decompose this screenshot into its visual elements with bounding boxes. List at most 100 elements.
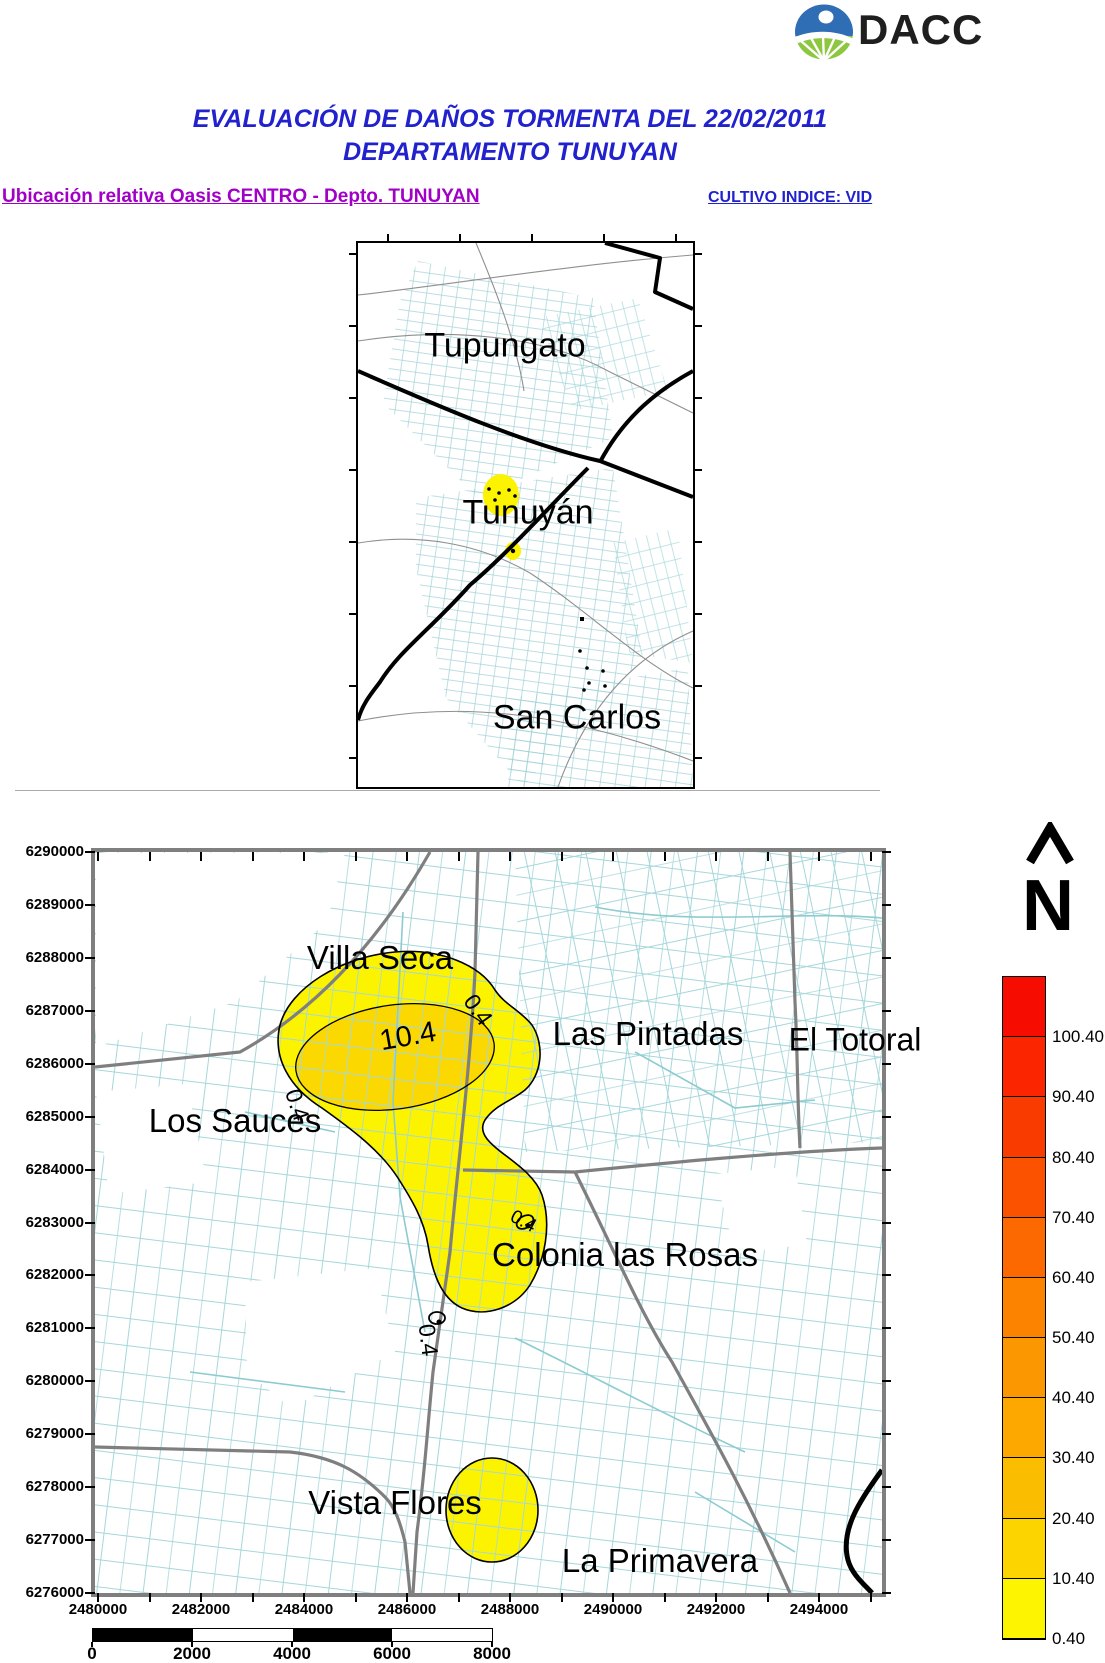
overview-map xyxy=(356,241,695,789)
legend-color-segment xyxy=(1003,1578,1045,1639)
x-axis-label: 2490000 xyxy=(583,1601,643,1618)
legend-color-segment xyxy=(1003,1277,1045,1339)
legend-value-label: 70.40 xyxy=(1052,1207,1095,1227)
map-right-tick xyxy=(882,1221,891,1224)
map-label-vista-flores: Vista Flores xyxy=(308,1484,482,1521)
scale-bar-segment xyxy=(93,1629,193,1641)
separator-line xyxy=(15,790,880,791)
overview-label-san-carlos: San Carlos xyxy=(492,698,662,737)
open-land-patches xyxy=(96,853,807,1408)
y-axis-tick xyxy=(85,1486,95,1489)
scale-bar-segment xyxy=(192,1629,293,1641)
y-axis-tick xyxy=(85,1062,95,1065)
overview-tick-left xyxy=(349,397,357,399)
map-right-tick xyxy=(882,1274,891,1277)
x-axis-tick-top xyxy=(97,852,99,861)
map-right-tick xyxy=(882,1115,891,1118)
legend-color-segment xyxy=(1003,1217,1045,1278)
scale-bar-segment xyxy=(392,1629,492,1641)
micro-contour-dots xyxy=(436,1223,531,1325)
overview-tick-top xyxy=(459,234,461,242)
map-right-tick xyxy=(882,1380,891,1383)
x-axis-tick-bottom xyxy=(715,1593,717,1602)
scale-bar-label: 4000 xyxy=(273,1644,311,1663)
x-axis-tick-bottom xyxy=(406,1593,408,1602)
x-axis-tick-bottom xyxy=(303,1593,305,1602)
scale-bar-tick xyxy=(91,1642,93,1647)
x-axis-label: 2482000 xyxy=(171,1601,231,1618)
x-axis-tick-top xyxy=(200,852,202,861)
x-axis-tick-top xyxy=(148,852,151,861)
y-axis-tick xyxy=(85,903,95,906)
overview-tick-left xyxy=(349,685,357,687)
map-right-tick xyxy=(882,1539,891,1542)
y-axis-tick xyxy=(85,1433,95,1436)
north-arrow-label: N xyxy=(1022,866,1074,946)
overview-tick-top xyxy=(675,234,677,242)
subtitle-crop-index: CULTIVO INDICE: VID xyxy=(708,189,873,206)
y-axis-label: 6284000 xyxy=(25,1160,84,1178)
map-right-tick xyxy=(882,851,891,853)
overview-boundaries xyxy=(356,241,694,721)
page-title-line1: EVALUACIÓN DE DAÑOS TORMENTA DEL 22/02/2… xyxy=(192,105,828,133)
overview-tick-right xyxy=(694,685,702,687)
y-axis-label: 6287000 xyxy=(25,1001,84,1019)
y-axis-label: 6290000 xyxy=(25,843,84,860)
overview-roads xyxy=(357,242,694,788)
x-axis-tick-top xyxy=(509,852,511,861)
legend-color-segment xyxy=(1003,1398,1045,1459)
y-axis-tick xyxy=(85,1274,95,1277)
legend-color-segment xyxy=(1003,1157,1045,1218)
y-axis-label: 6282000 xyxy=(25,1266,84,1284)
x-axis-tick-bottom xyxy=(251,1593,254,1602)
y-axis-label: 6281000 xyxy=(25,1319,84,1337)
x-axis-tick-top xyxy=(457,852,460,861)
x-axis-tick-bottom xyxy=(200,1593,202,1602)
x-axis-tick-top xyxy=(303,852,305,861)
x-axis-label: 2484000 xyxy=(274,1601,334,1618)
y-axis-tick xyxy=(85,956,95,959)
x-axis-label: 2494000 xyxy=(789,1601,849,1618)
y-axis-label: 6283000 xyxy=(25,1213,84,1231)
overview-tick-right xyxy=(694,757,702,759)
x-axis-tick-bottom xyxy=(97,1593,99,1602)
scale-bar-tick xyxy=(291,1642,293,1647)
legend-color-segment xyxy=(1003,1518,1045,1579)
overview-tick-right xyxy=(694,325,702,327)
scale-bar-label: 8000 xyxy=(473,1644,511,1663)
y-axis-tick xyxy=(85,1009,95,1012)
x-axis-label: 2492000 xyxy=(686,1601,746,1618)
scale-bar-label: 2000 xyxy=(173,1644,211,1663)
x-axis-tick-bottom xyxy=(663,1593,666,1602)
legend-value-label: 40.40 xyxy=(1052,1388,1095,1408)
x-axis-tick-top xyxy=(560,852,563,861)
x-axis-tick-top xyxy=(715,852,717,861)
legend-color-segment xyxy=(1003,1338,1045,1399)
map-right-tick xyxy=(882,1327,891,1330)
overview-sample-dots xyxy=(578,617,607,692)
legend-value-label: 100.40 xyxy=(1052,1027,1104,1047)
overview-tick-left xyxy=(349,469,357,471)
overview-tick-right xyxy=(694,397,702,399)
x-axis-tick-bottom xyxy=(354,1593,357,1602)
map-label-villa-seca: Villa Seca xyxy=(306,939,454,976)
damage-zone-outlines xyxy=(277,950,548,1563)
y-axis-tick xyxy=(85,1380,95,1383)
x-axis-tick-bottom xyxy=(612,1593,614,1602)
x-axis-tick-bottom xyxy=(869,1593,872,1602)
x-axis-tick-bottom xyxy=(148,1593,151,1602)
subtitle-location: Ubicación relativa Oasis CENTRO - Depto.… xyxy=(2,186,480,207)
x-axis-tick-bottom xyxy=(509,1593,511,1602)
x-axis-tick-top xyxy=(251,852,254,861)
legend-value-label: 0.40 xyxy=(1052,1628,1086,1648)
x-axis-tick-top xyxy=(612,852,614,861)
y-axis-label: 6278000 xyxy=(25,1478,84,1496)
map-label-la-primavera: La Primavera xyxy=(561,1542,759,1579)
overview-tick-right xyxy=(694,541,702,543)
overview-tick-right xyxy=(694,469,702,471)
map-right-tick xyxy=(882,956,891,959)
y-axis-tick xyxy=(85,1168,95,1171)
legend-value-label: 90.40 xyxy=(1052,1087,1095,1107)
overview-tick-right xyxy=(694,613,702,615)
y-axis-label: 6285000 xyxy=(25,1107,84,1125)
